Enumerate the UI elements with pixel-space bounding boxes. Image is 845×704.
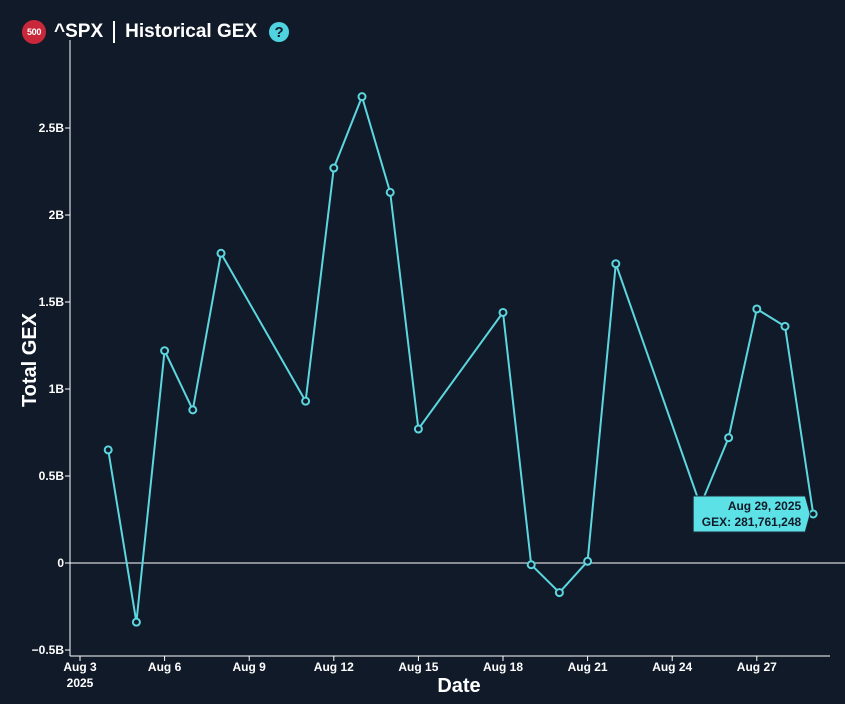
chart-axes: −0.5B 0 0.5B 1B 1.5B 2B 2.5B Aug 3 2025 Aug 6 Aug …: [19, 40, 845, 697]
data-point[interactable]: [385, 187, 395, 197]
y-tick-label: −0.5B: [32, 643, 65, 657]
data-point[interactable]: [413, 424, 423, 434]
y-tick-label: 1B: [49, 382, 65, 396]
data-point[interactable]: [780, 321, 790, 331]
data-point[interactable]: [583, 556, 593, 566]
help-icon[interactable]: ?: [269, 22, 290, 42]
chart-header: 500 ^SPX Historical GEX ?: [22, 18, 290, 46]
data-point[interactable]: [611, 259, 621, 269]
data-point[interactable]: [301, 396, 311, 406]
series-line: [107, 93, 815, 623]
x-tick-sublabel: 2025: [67, 676, 94, 690]
x-tick-label: Aug 12: [314, 660, 354, 674]
x-tick-label: Aug 3: [63, 660, 97, 674]
x-tick-label: Aug 27: [737, 660, 777, 674]
x-axis-title: Date: [437, 675, 480, 697]
x-tick-label: Aug 9: [233, 660, 267, 674]
title-separator: [113, 21, 116, 43]
x-tick-label: Aug 24: [652, 660, 692, 674]
y-tick-label: 2.5B: [39, 121, 65, 135]
data-point[interactable]: [131, 617, 141, 627]
hover-tooltip: Aug 29, 2025 GEX: 281,761,248: [692, 495, 811, 533]
data-point[interactable]: [752, 304, 762, 314]
data-point[interactable]: [329, 163, 339, 173]
data-point[interactable]: [808, 509, 818, 519]
ticker-symbol: ^SPX: [54, 21, 104, 42]
spx-500-badge-icon: 500: [22, 20, 46, 44]
data-point[interactable]: [526, 560, 536, 570]
data-point[interactable]: [357, 92, 367, 102]
data-point[interactable]: [498, 307, 508, 317]
gex-series[interactable]: [103, 92, 818, 627]
x-tick-label: Aug 18: [483, 660, 523, 674]
x-tick-label: Aug 21: [568, 660, 608, 674]
data-point[interactable]: [103, 445, 113, 455]
y-axis-title: Total GEX: [19, 312, 41, 407]
data-point[interactable]: [188, 405, 198, 415]
y-tick-label: 1.5B: [39, 295, 65, 309]
y-tick-label: 0: [57, 556, 64, 570]
data-point[interactable]: [216, 248, 226, 258]
tooltip-date: Aug 29, 2025: [728, 499, 802, 513]
tooltip-box: [692, 495, 811, 533]
data-point[interactable]: [724, 433, 734, 443]
chart-title: Historical GEX: [125, 21, 258, 42]
tooltip-value: GEX: 281,761,248: [702, 515, 802, 529]
x-tick-label: Aug 15: [398, 660, 438, 674]
data-point[interactable]: [554, 588, 564, 598]
x-tick-label: Aug 6: [148, 660, 182, 674]
y-tick-label: 0.5B: [39, 469, 65, 483]
data-point[interactable]: [160, 346, 170, 356]
y-tick-label: 2B: [49, 208, 65, 222]
